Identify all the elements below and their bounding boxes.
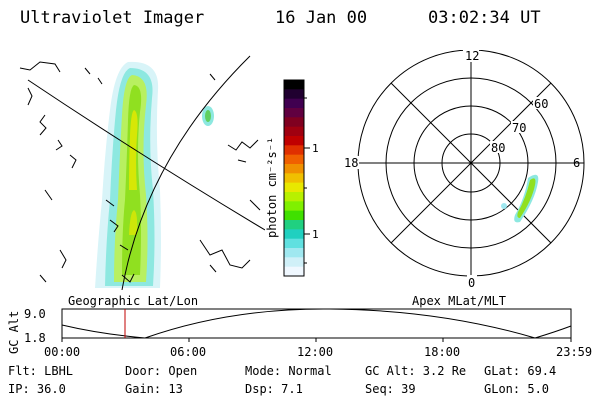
colorbar-segment	[284, 238, 304, 249]
info-seq: Seq: 39	[365, 382, 416, 396]
lat-lon-grid	[27, 55, 265, 290]
colorbar-tick-10: 10	[312, 228, 318, 241]
colorbar-segment	[284, 220, 304, 230]
coastlines	[19, 61, 261, 283]
info-filter: Flt: LBHL	[8, 364, 74, 378]
mlt-label-0: 0	[468, 276, 475, 290]
colorbar-segment	[284, 164, 304, 174]
colorbar-segment	[284, 126, 304, 137]
info-door: Door: Open	[125, 364, 198, 378]
image-date: 16 Jan 00	[275, 8, 368, 28]
colorbar-segment	[284, 229, 304, 240]
colorbar-segment	[284, 136, 304, 146]
info-gc-alt: GC Alt: 3.2 Re	[365, 364, 467, 378]
geographic-map[interactable]	[10, 50, 265, 290]
colorbar-segment	[284, 154, 304, 165]
colorbar-segment	[284, 201, 304, 212]
geo-panel-label: Geographic Lat/Lon	[68, 294, 199, 308]
timeline-ytick-high: 9.0	[24, 307, 46, 321]
mlt-label-6: 6	[573, 156, 580, 170]
info-mode: Mode: Normal	[245, 364, 332, 378]
colorbar-segment	[284, 173, 304, 184]
colorbar-segment	[284, 182, 304, 193]
timeline-xtick-1800: 18:00	[424, 345, 460, 359]
image-time: 03:02:34 UT	[428, 8, 541, 28]
colorbar-segment	[284, 192, 304, 202]
orbit-timeline[interactable]: GC Alt 9.0 1.8 00:00 06:00 12:00 18:00 2…	[0, 300, 600, 360]
app-title: Ultraviolet Imager	[20, 8, 205, 28]
timeline-xtick-1200: 12:00	[297, 345, 333, 359]
intensity-colorbar: 100 10 photon cm⁻²s⁻¹	[265, 79, 318, 277]
timeline-frame	[61, 308, 572, 339]
colorbar-segment	[284, 257, 304, 268]
timeline-ytick-low: 1.8	[24, 331, 46, 345]
colorbar-segment	[284, 89, 304, 100]
auroral-emission-band	[95, 61, 161, 288]
timeline-xtick-0600: 06:00	[170, 345, 206, 359]
mlt-label-18: 18	[344, 156, 358, 170]
auroral-arc	[501, 174, 539, 223]
colorbar-segment	[284, 98, 304, 109]
colorbar-unit-label: photon cm⁻²s⁻¹	[265, 137, 279, 238]
mlt-label-12: 12	[465, 50, 479, 63]
timeline-xtick-2359: 23:59	[556, 345, 592, 359]
colorbar-segment	[284, 108, 304, 118]
colorbar-segment	[284, 266, 304, 277]
colorbar-tick-100: 100	[312, 142, 318, 155]
colorbar-segment	[284, 248, 304, 258]
polar-map[interactable]: 12 6 0 18 60 70 80	[340, 50, 595, 290]
altitude-curve	[61, 308, 572, 339]
info-ip: IP: 36.0	[8, 382, 66, 396]
polar-panel-label: Apex MLat/MLT	[412, 294, 506, 308]
colorbar-segment	[284, 80, 304, 90]
lat-label-60: 60	[534, 97, 548, 111]
timeline-axis-label: GC Alt	[7, 311, 21, 354]
info-gain: Gain: 13	[125, 382, 183, 396]
info-glon: GLon: 5.0	[484, 382, 550, 396]
colorbar-segment	[284, 117, 304, 128]
info-dsp: Dsp: 7.1	[245, 382, 303, 396]
colorbar-segment	[284, 145, 304, 156]
info-glat: GLat: 69.4	[484, 364, 557, 378]
lat-label-80: 80	[491, 141, 505, 155]
lat-label-70: 70	[512, 121, 526, 135]
timeline-xtick-0000: 00:00	[44, 345, 80, 359]
polar-grid	[357, 50, 585, 277]
colorbar-segment	[284, 210, 304, 221]
